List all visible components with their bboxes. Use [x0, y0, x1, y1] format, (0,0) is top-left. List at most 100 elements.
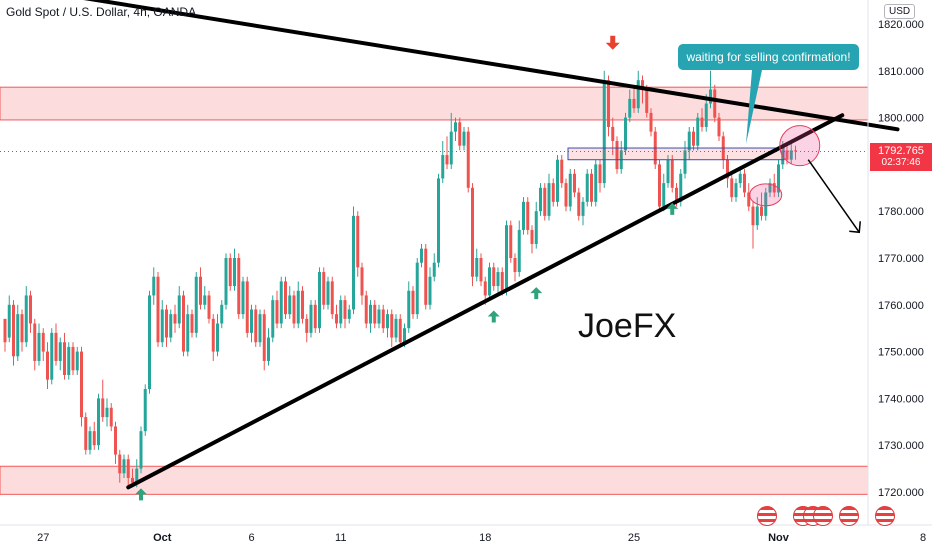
candle-body: [194, 276, 198, 333]
candle-body: [63, 342, 66, 375]
buy-arrow-icon: [487, 310, 500, 323]
sell-arrow-icon: [605, 35, 620, 50]
candle-body: [403, 328, 406, 343]
candle-body: [122, 459, 126, 474]
candle-body: [254, 309, 258, 343]
candle-body: [37, 332, 41, 361]
candle-body: [777, 164, 780, 193]
candle-body: [781, 150, 785, 165]
highlight-ellipse: [749, 183, 783, 207]
candle-body: [16, 314, 20, 357]
candle-body: [530, 229, 534, 244]
candle-body: [46, 351, 49, 380]
candle-body: [233, 258, 236, 287]
candle-body: [649, 112, 653, 132]
projection-arrow: [807, 159, 860, 233]
currency-button[interactable]: USD: [884, 4, 916, 19]
candle-body: [305, 318, 309, 333]
candle-body: [390, 314, 394, 338]
candle-body: [730, 178, 734, 198]
candle-body: [165, 309, 168, 338]
highlight-ellipse: [779, 125, 821, 167]
x-tick-label: 8: [920, 532, 926, 544]
candle-body: [543, 187, 547, 216]
candle-body: [373, 304, 377, 324]
candle-body: [794, 150, 797, 152]
candle-body: [262, 314, 266, 361]
candle-body: [445, 155, 449, 165]
y-tick-label: 1800.000: [878, 113, 924, 125]
candle-body: [432, 262, 436, 277]
callout-note[interactable]: waiting for selling confirmation!: [678, 44, 859, 70]
candle-body: [726, 159, 729, 179]
candle-body: [449, 131, 453, 165]
candle-body: [666, 159, 670, 184]
candle-body: [224, 258, 228, 305]
candle-body: [109, 407, 113, 427]
candle-body: [662, 183, 666, 207]
x-tick-label: 25: [628, 532, 640, 544]
candle-body: [713, 89, 717, 118]
candle-body: [611, 126, 615, 141]
economic-events[interactable]: [757, 506, 895, 526]
us-flag-icon[interactable]: [813, 506, 833, 526]
x-tick-label: 27: [37, 532, 49, 544]
candle-body: [203, 295, 207, 305]
candle-body: [785, 150, 789, 160]
us-flag-icon[interactable]: [757, 506, 777, 526]
candle-body: [539, 187, 542, 212]
candle-body: [369, 304, 372, 324]
candle-body: [568, 173, 572, 207]
projection-arrowhead: [849, 221, 861, 234]
candle-body: [641, 80, 644, 90]
candle-body: [237, 258, 241, 315]
candle-body: [747, 192, 751, 207]
candle-body: [322, 272, 326, 305]
candle-body: [479, 258, 483, 282]
candle-body: [292, 295, 296, 324]
candle-body: [313, 304, 317, 329]
candle-body: [352, 215, 355, 310]
candle-body: [751, 206, 755, 226]
candle-body: [364, 295, 368, 324]
candle-body: [704, 103, 708, 127]
candle-body: [488, 267, 491, 296]
candle-body: [636, 80, 640, 109]
candle-body: [700, 117, 704, 127]
candle-body: [143, 389, 147, 432]
candle-body: [3, 318, 7, 343]
us-flag-icon[interactable]: [839, 506, 859, 526]
candle-body: [326, 281, 330, 305]
candle-body: [347, 309, 351, 319]
candle-body: [679, 173, 683, 202]
candle-body: [381, 309, 385, 329]
x-tick-label: 11: [335, 532, 346, 544]
candle-body: [279, 281, 283, 324]
buy-arrow-icon: [666, 202, 679, 215]
candle-body: [454, 122, 457, 132]
candle-body: [105, 407, 109, 418]
candle-body: [54, 332, 58, 361]
candle-body: [199, 276, 202, 305]
zone-0: [0, 86, 869, 121]
candle-body: [398, 318, 402, 343]
y-tick-label: 1770.000: [878, 253, 924, 265]
candle-body: [577, 192, 581, 216]
candle-body: [250, 309, 253, 333]
candle-body: [556, 159, 559, 202]
y-tick-label: 1780.000: [878, 206, 924, 218]
candle-body: [407, 290, 411, 329]
candle-body: [564, 183, 568, 207]
candle-body: [245, 281, 249, 333]
candle-body: [624, 117, 627, 151]
candle-body: [267, 337, 270, 361]
candle-body: [764, 192, 768, 216]
candle-body: [356, 215, 360, 268]
candle-body: [517, 229, 521, 273]
candle-body: [84, 417, 88, 450]
us-flag-icon[interactable]: [875, 506, 895, 526]
candle-body: [186, 314, 190, 352]
candle-body: [33, 323, 37, 361]
candle-body: [7, 304, 11, 338]
